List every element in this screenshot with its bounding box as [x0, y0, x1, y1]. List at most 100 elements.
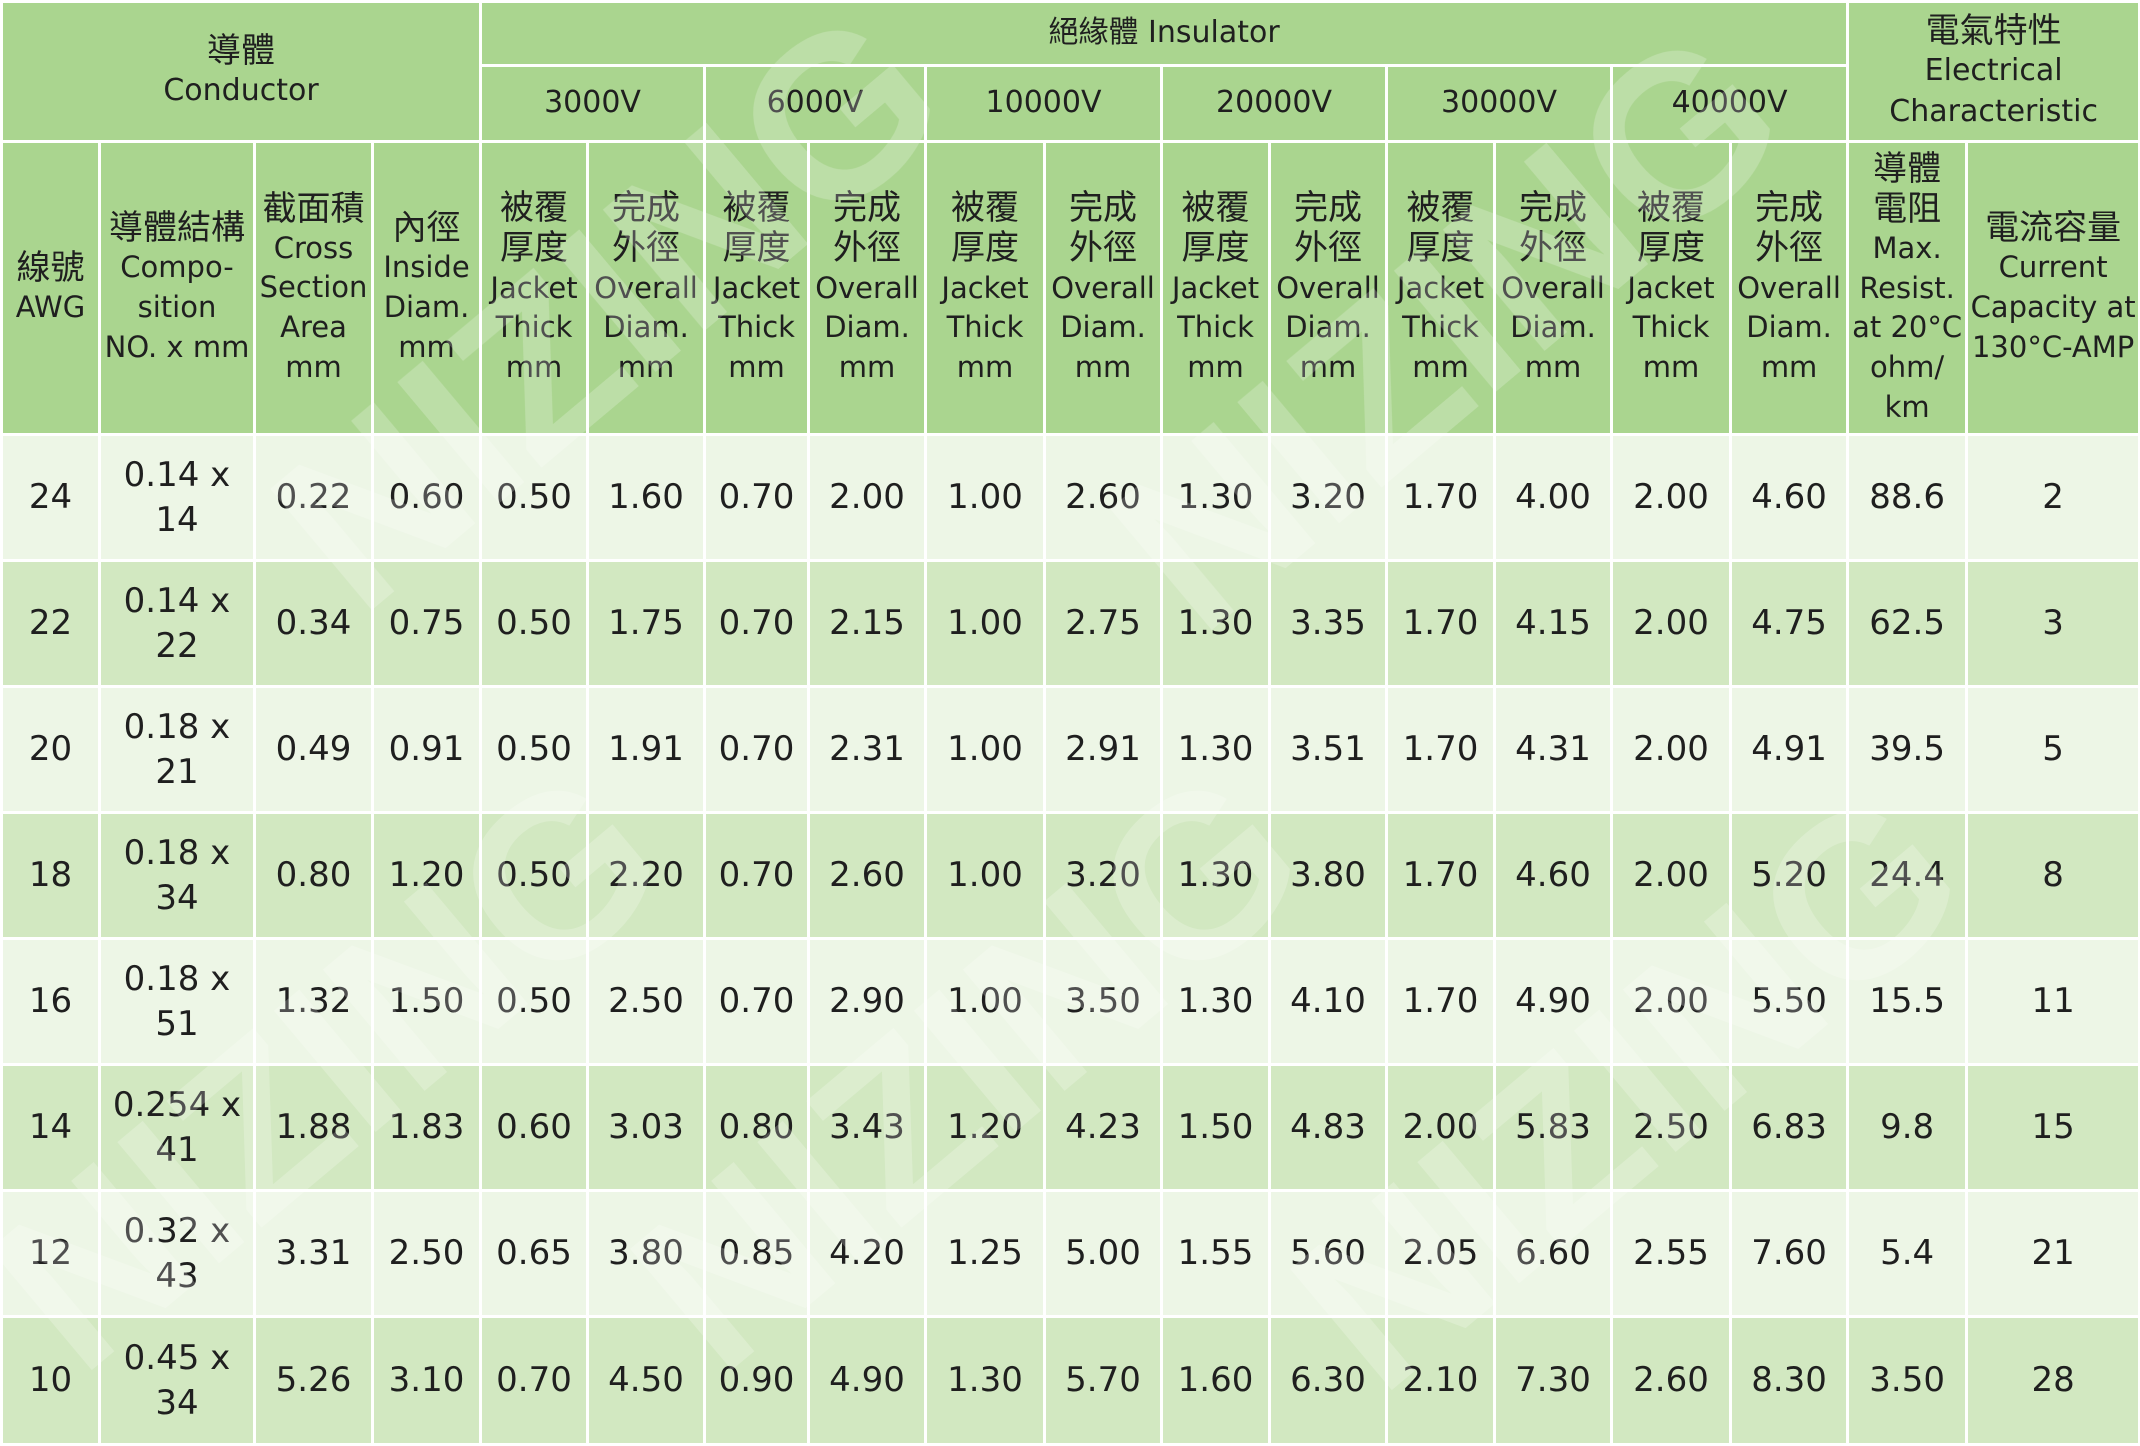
table-cell: 4.15	[1493, 559, 1614, 688]
table-cell: 2.50	[586, 937, 707, 1066]
table-cell: 4.90	[1493, 937, 1614, 1066]
table-cell: 5.60	[1268, 1189, 1389, 1318]
table-cell: 0.50	[479, 937, 590, 1066]
table-cell: 0.75	[370, 559, 483, 688]
table-cell: 2.00	[1610, 685, 1733, 814]
table-cell: 4.20	[807, 1189, 928, 1318]
table-cell: 24.4	[1846, 811, 1969, 940]
table-cell: 1.75	[586, 559, 707, 688]
table-cell: 0.50	[479, 685, 590, 814]
table-cell: 2.15	[807, 559, 928, 688]
table-cell: 2.00	[1610, 937, 1733, 1066]
inside-diam-column-header: 內徑 Inside Diam. mm	[370, 140, 483, 436]
table-cell: 4.91	[1729, 685, 1850, 814]
table-cell: 1.60	[586, 433, 707, 562]
table-cell: 0.45 x 34	[98, 1315, 256, 1446]
table-cell: 0.70	[479, 1315, 590, 1446]
table-row: 18 0.18 x 34 0.80 1.20 0.50 2.20 0.70 2.60 1.00 3…	[0, 811, 2140, 940]
table-cell: 14	[0, 1063, 101, 1192]
table-cell: 0.91	[370, 685, 483, 814]
table-cell: 3.43	[807, 1063, 928, 1192]
table-cell: 6.83	[1729, 1063, 1850, 1192]
table-cell: 4.31	[1493, 685, 1614, 814]
table-cell: 1.00	[924, 559, 1047, 688]
overall-diam-column-header: 完成 外徑 Overall Diam. mm	[1268, 140, 1389, 436]
table-cell: 2.60	[1043, 433, 1164, 562]
header-row-groups: 導體 Conductor 絕緣體 Insulator 電氣特性 Electric…	[0, 0, 2140, 143]
table-cell: 2.00	[807, 433, 928, 562]
table-cell: 1.70	[1385, 685, 1497, 814]
table-cell: 2.55	[1610, 1189, 1733, 1318]
table-cell: 0.70	[703, 433, 811, 562]
table-row: 24 0.14 x 14 0.22 0.60 0.50 1.60 0.70 2.00 1.00 2…	[0, 433, 2140, 562]
table-cell: 2.00	[1610, 559, 1733, 688]
jacket-thick-column-header: 被覆 厚度 Jacket Thick mm	[1385, 140, 1497, 436]
table-cell: 1.00	[924, 811, 1047, 940]
table-cell: 1.70	[1385, 937, 1497, 1066]
table-cell: 4.60	[1493, 811, 1614, 940]
table-cell: 7.60	[1729, 1189, 1850, 1318]
table-cell: 1.30	[1160, 937, 1272, 1066]
table-cell: 5	[1965, 685, 2140, 814]
table-cell: 3.80	[1268, 811, 1389, 940]
table-cell: 0.60	[370, 433, 483, 562]
table-cell: 11	[1965, 937, 2140, 1066]
table-cell: 4.50	[586, 1315, 707, 1446]
table-cell: 2.31	[807, 685, 928, 814]
table-cell: 0.90	[703, 1315, 811, 1446]
table-cell: 0.70	[703, 559, 811, 688]
voltage-header: 10000V	[924, 64, 1164, 143]
table-row: 20 0.18 x 21 0.49 0.91 0.50 1.91 0.70 2.31 1.00 2…	[0, 685, 2140, 814]
overall-diam-column-header: 完成 外徑 Overall Diam. mm	[1729, 140, 1850, 436]
table-cell: 3.03	[586, 1063, 707, 1192]
jacket-thick-column-header: 被覆 厚度 Jacket Thick mm	[924, 140, 1047, 436]
header-row-columns: 線號 AWG 導體結構 Compo- sition NO. x mm 截面積 C…	[0, 140, 2140, 436]
electrical-header: 電氣特性 Electrical Characteristic	[1846, 0, 2140, 143]
table-cell: 0.70	[703, 685, 811, 814]
table-cell: 88.6	[1846, 433, 1969, 562]
voltage-header: 6000V	[703, 64, 928, 143]
table-cell: 3.31	[253, 1189, 374, 1318]
table-cell: 5.70	[1043, 1315, 1164, 1446]
table-cell: 0.254 x 41	[98, 1063, 256, 1192]
table-cell: 1.30	[1160, 433, 1272, 562]
table-cell: 5.00	[1043, 1189, 1164, 1318]
table-cell: 1.00	[924, 937, 1047, 1066]
table-cell: 1.60	[1160, 1315, 1272, 1446]
table-cell: 15	[1965, 1063, 2140, 1192]
table-cell: 2.50	[1610, 1063, 1733, 1192]
table-row: 22 0.14 x 22 0.34 0.75 0.50 1.75 0.70 2.15 1.00 2…	[0, 559, 2140, 688]
table-cell: 3.20	[1043, 811, 1164, 940]
table-cell: 5.4	[1846, 1189, 1969, 1318]
table-cell: 39.5	[1846, 685, 1969, 814]
table-row: 10 0.45 x 34 5.26 3.10 0.70 4.50 0.90 4.90 1.30 5…	[0, 1315, 2140, 1446]
insulator-header: 絕緣體 Insulator	[479, 0, 1850, 67]
table-cell: 0.80	[703, 1063, 811, 1192]
table-cell: 3	[1965, 559, 2140, 688]
table-cell: 1.70	[1385, 433, 1497, 562]
table-cell: 4.90	[807, 1315, 928, 1446]
table-cell: 1.88	[253, 1063, 374, 1192]
table-cell: 2.91	[1043, 685, 1164, 814]
header-row-voltages: 3000V 6000V 10000V 20000V 30000V 40000V	[2, 64, 2140, 143]
table-cell: 1.30	[1160, 811, 1272, 940]
table-cell: 5.20	[1729, 811, 1850, 940]
table-cell: 4.75	[1729, 559, 1850, 688]
table-cell: 1.30	[1160, 559, 1272, 688]
table-cell: 8.30	[1729, 1315, 1850, 1446]
table-cell: 1.50	[370, 937, 483, 1066]
table-cell: 0.18 x 51	[98, 937, 256, 1066]
voltage-header: 40000V	[1610, 64, 1850, 143]
table-cell: 12	[0, 1189, 101, 1318]
table-cell: 18	[0, 811, 101, 940]
table-cell: 1.83	[370, 1063, 483, 1192]
table-cell: 1.70	[1385, 559, 1497, 688]
table-cell: 6.30	[1268, 1315, 1389, 1446]
table-row: 14 0.254 x 41 1.88 1.83 0.60 3.03 0.80 3.43 1.20…	[0, 1063, 2140, 1192]
table-cell: 0.50	[479, 559, 590, 688]
table-cell: 20	[0, 685, 101, 814]
table-cell: 0.85	[703, 1189, 811, 1318]
table-cell: 0.32 x 43	[98, 1189, 256, 1318]
table-cell: 2.10	[1385, 1315, 1497, 1446]
